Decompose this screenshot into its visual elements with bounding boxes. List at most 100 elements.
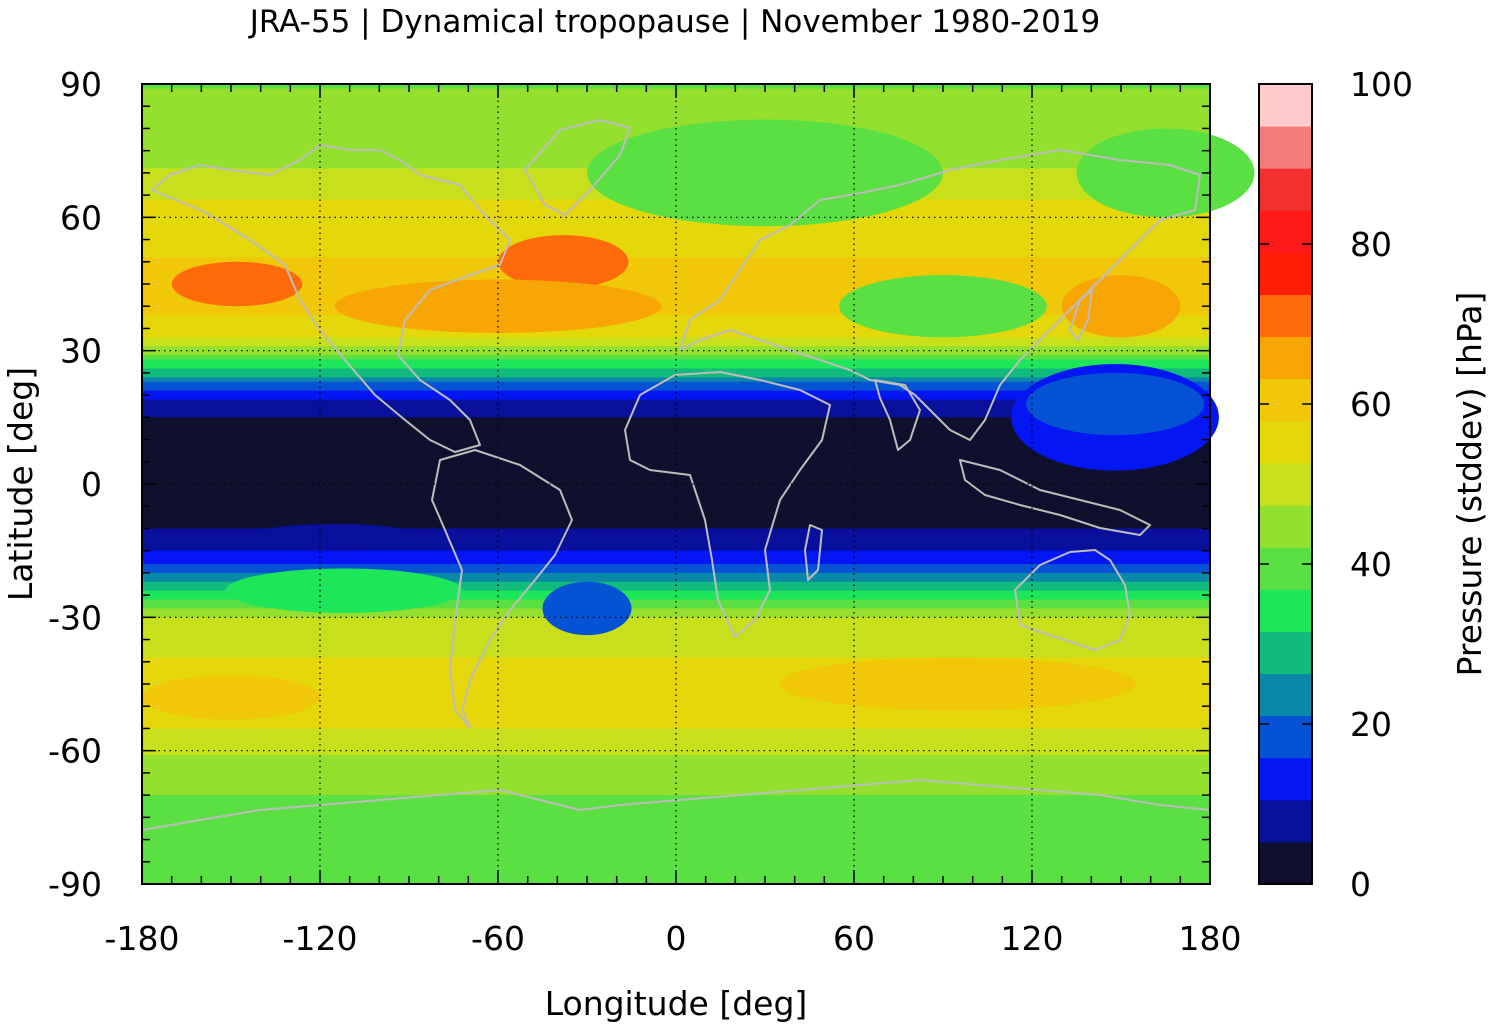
- coastline-north-america: [151, 144, 511, 453]
- field-band: [142, 866, 1210, 872]
- field-band: [142, 266, 1210, 272]
- x-axis-label: Longitude [deg]: [545, 984, 808, 1023]
- field-band: [142, 488, 1210, 494]
- field-band: [142, 759, 1210, 765]
- field-band: [142, 639, 1210, 645]
- field-band: [142, 844, 1210, 850]
- colorbar: [1258, 83, 1313, 885]
- field-band: [142, 101, 1210, 107]
- y-axis-tick-labels: 90 60 30 0 -30 -60 -90: [48, 65, 102, 904]
- field-anomaly: [245, 524, 424, 551]
- field-band: [142, 359, 1210, 365]
- field-band: [142, 381, 1210, 387]
- field-band: [142, 284, 1210, 290]
- field-band: [142, 244, 1210, 250]
- field-anomaly: [542, 581, 632, 636]
- field-band: [142, 644, 1210, 650]
- field-band: [142, 666, 1210, 672]
- coastline-greenland: [524, 119, 631, 216]
- field-anomaly: [779, 657, 1136, 711]
- field-band: [142, 581, 1210, 587]
- field-band: [142, 821, 1210, 827]
- coastlines: [141, 119, 1211, 831]
- field-band: [142, 355, 1210, 361]
- field-band: [142, 501, 1210, 507]
- field-band: [142, 97, 1210, 103]
- colorbar-tick-label: 40: [1350, 545, 1392, 584]
- field-band: [142, 768, 1210, 774]
- x-tick-label: -60: [471, 919, 525, 958]
- colorbar-swatch: [1259, 252, 1312, 296]
- field-band: [142, 292, 1210, 298]
- field-anomaly: [142, 675, 320, 720]
- colorbar-tick-label: 60: [1350, 385, 1392, 424]
- field-band: [142, 350, 1210, 356]
- x-tick-label: 120: [1001, 919, 1064, 958]
- field-band: [142, 839, 1210, 845]
- field-band: [142, 386, 1210, 392]
- field-band: [142, 404, 1210, 410]
- coastline-eurasia: [679, 149, 1201, 441]
- field-band: [142, 568, 1210, 574]
- colorbar-swatch: [1259, 168, 1312, 211]
- field-band: [142, 795, 1210, 801]
- field-band: [142, 288, 1210, 294]
- field-anomaly: [334, 279, 662, 333]
- field-band: [142, 612, 1210, 618]
- y-tick-label: -60: [48, 732, 102, 771]
- field-band: [142, 332, 1210, 338]
- field-band: [142, 812, 1210, 818]
- coastline-australia: [1014, 549, 1131, 651]
- colorbar-frame: [1258, 83, 1313, 885]
- field-band: [142, 248, 1210, 254]
- field-band: [142, 435, 1210, 441]
- field-anomaly: [1026, 372, 1205, 436]
- colorbar-swatch: [1259, 378, 1312, 422]
- field-band: [142, 595, 1210, 601]
- colorbar-swatch: [1259, 757, 1312, 801]
- field-band: [142, 519, 1210, 525]
- coastline-india: [874, 379, 921, 451]
- colorbar-swatch: [1259, 84, 1312, 127]
- field-band: [142, 421, 1210, 427]
- field-band: [142, 586, 1210, 592]
- field-band: [142, 772, 1210, 778]
- coastline-maritime-continent: [959, 459, 1151, 536]
- colorbar-swatch: [1259, 336, 1312, 380]
- field-band: [142, 541, 1210, 547]
- field-band: [142, 257, 1210, 263]
- field-band: [142, 755, 1210, 761]
- field-band: [142, 466, 1210, 472]
- field-band: [142, 430, 1210, 436]
- colorbar-swatch: [1259, 547, 1312, 590]
- coastline-africa: [624, 371, 831, 638]
- x-tick-label: 0: [666, 919, 687, 958]
- field-band: [142, 635, 1210, 641]
- colorbar-swatch: [1259, 420, 1312, 464]
- field-band: [142, 804, 1210, 810]
- plot-frame: [141, 83, 1211, 885]
- field-band: [142, 781, 1210, 787]
- x-tick-label: 180: [1179, 919, 1242, 958]
- field-band: [142, 728, 1210, 734]
- field-band: [142, 261, 1210, 267]
- field-band: [142, 221, 1210, 227]
- y-tick-label: 60: [60, 198, 102, 237]
- colorbar-swatch: [1259, 841, 1312, 885]
- x-tick-label: 60: [833, 919, 875, 958]
- colorbar-swatch: [1259, 673, 1312, 717]
- field-band: [142, 652, 1210, 658]
- field-band: [142, 750, 1210, 756]
- field-band: [142, 337, 1210, 343]
- field-band: [142, 124, 1210, 130]
- chart-title: JRA-55 | Dynamical tropopause | November…: [248, 4, 1101, 40]
- field-band: [142, 119, 1210, 125]
- colorbar-swatch: [1259, 589, 1312, 632]
- grid-lines: [142, 84, 1210, 884]
- field-band: [142, 239, 1210, 245]
- colorbar-swatch: [1259, 799, 1312, 843]
- field-band: [142, 710, 1210, 716]
- field-band: [142, 697, 1210, 703]
- colorbar-swatch: [1259, 126, 1312, 169]
